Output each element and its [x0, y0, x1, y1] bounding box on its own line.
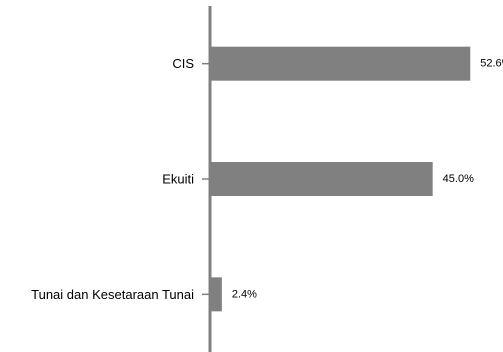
value-label-ekuiti: 45.0% [443, 173, 474, 185]
bars-group [210, 46, 471, 312]
category-label-cis: CIS [172, 56, 194, 71]
bar-ekuiti [210, 162, 433, 196]
bar-tunai-dan-kesetaraan-tunai [210, 277, 222, 312]
bar-cis [210, 46, 471, 81]
category-label-tunai-dan-kesetaraan-tunai: Tunai dan Kesetaraan Tunai [31, 287, 194, 302]
value-label-tunai-dan-kesetaraan-tunai: 2.4% [232, 288, 257, 300]
value-label-cis: 52.6% [480, 58, 503, 70]
value-labels-group: 52.6% 45.0% 2.4% [232, 58, 503, 301]
category-label-ekuiti: Ekuiti [162, 172, 194, 187]
category-labels-group: CIS Ekuiti Tunai dan Kesetaraan Tunai [31, 56, 194, 302]
